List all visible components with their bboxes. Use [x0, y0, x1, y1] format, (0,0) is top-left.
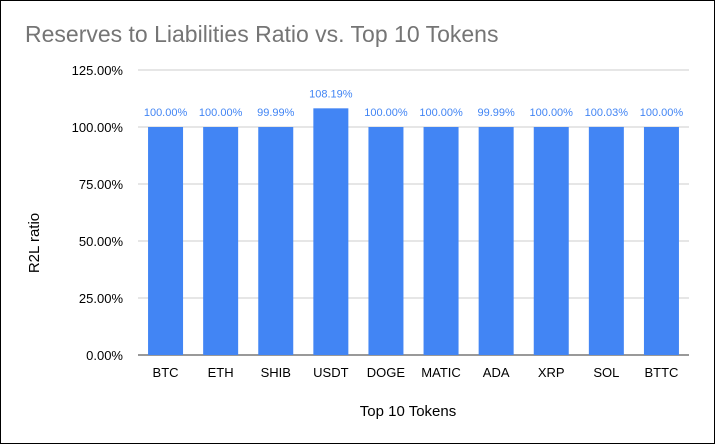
bar-matic [423, 127, 459, 355]
bar-ada [478, 127, 514, 355]
bar-sol [588, 126, 624, 355]
data-label: 100.00% [144, 107, 188, 119]
bars [148, 108, 679, 355]
y-tick-label: 125.00% [72, 63, 124, 78]
bar-btc [148, 127, 184, 355]
data-label: 99.99% [477, 107, 515, 119]
x-tick-label: MATIC [421, 365, 460, 380]
bar-xrp [533, 127, 569, 355]
y-tick-label: 50.00% [79, 234, 124, 249]
y-axis-ticks: 0.00% 25.00% 50.00% 75.00% 100.00% 125.00% [72, 63, 124, 363]
x-tick-label: BTC [153, 365, 179, 380]
data-label: 100.00% [364, 107, 408, 119]
data-label: 108.19% [309, 88, 353, 100]
x-tick-label: USDT [313, 365, 348, 380]
x-tick-label: BTTC [644, 365, 678, 380]
data-labels: 100.00% 100.00% 99.99% 108.19% 100.00% 100.00… [144, 88, 684, 119]
data-label: 100.00% [640, 107, 684, 119]
x-tick-label: XRP [538, 365, 565, 380]
bar-eth [203, 127, 239, 355]
bar-bttc [643, 127, 679, 355]
x-tick-label: SHIB [261, 365, 291, 380]
x-tick-label: DOGE [367, 365, 406, 380]
bar-shib [258, 127, 294, 355]
x-axis-ticks: BTC ETH SHIB USDT DOGE MATIC ADA XRP SOL BTTC [153, 365, 679, 380]
bar-usdt [313, 108, 349, 355]
y-tick-label: 25.00% [79, 291, 124, 306]
x-tick-label: SOL [593, 365, 619, 380]
data-label: 100.03% [585, 107, 629, 119]
data-label: 99.99% [257, 107, 295, 119]
y-tick-label: 100.00% [72, 120, 124, 135]
y-tick-label: 75.00% [79, 177, 124, 192]
x-axis-label: Top 10 Tokens [360, 403, 456, 420]
x-tick-label: ETH [208, 365, 234, 380]
chart-title: Reserves to Liabilities Ratio vs. Top 10… [25, 21, 499, 47]
data-label: 100.00% [530, 107, 574, 119]
y-axis-label: R2L ratio [26, 213, 43, 273]
bar-doge [368, 127, 404, 355]
data-label: 100.00% [199, 107, 243, 119]
data-label: 100.00% [419, 107, 463, 119]
y-tick-label: 0.00% [86, 348, 123, 363]
x-tick-label: ADA [483, 365, 510, 380]
